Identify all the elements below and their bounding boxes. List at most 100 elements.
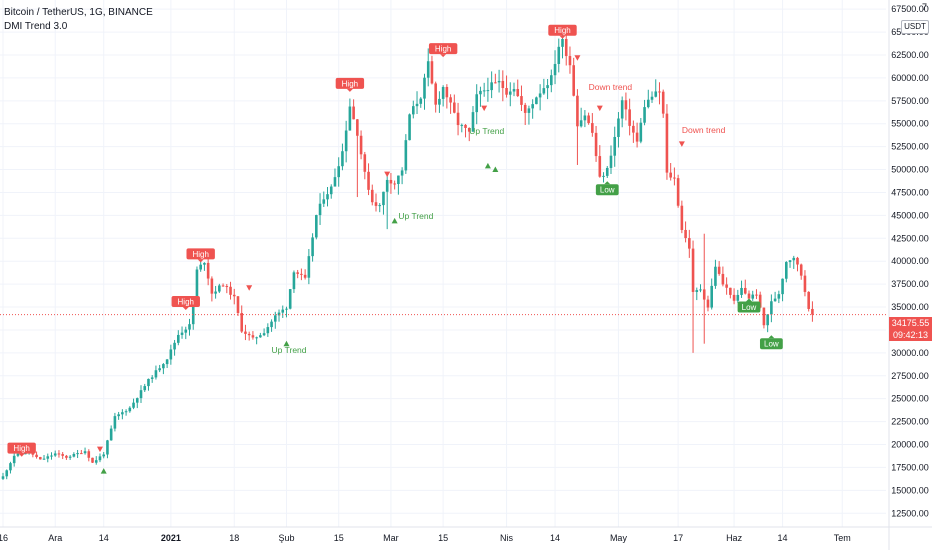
candle-down [240, 312, 244, 332]
candle-down [796, 257, 799, 265]
candle-up [609, 155, 613, 168]
candle-up [482, 90, 486, 92]
candle-up [72, 453, 76, 457]
candle-up [158, 368, 161, 371]
candle-up [199, 264, 202, 270]
candle-down [669, 172, 672, 178]
candle-up [542, 88, 546, 94]
candle-up [792, 257, 796, 261]
candle-up [273, 315, 277, 322]
buy-triangle-marker [100, 468, 107, 474]
candle-down [505, 88, 508, 95]
last-price-tag: 34175.55 09:42:13 [889, 317, 932, 341]
sell-triangle-marker [596, 105, 603, 112]
candle-up [426, 61, 430, 78]
high-label: High [554, 26, 570, 35]
candle-down [725, 284, 728, 288]
candle-up [68, 456, 72, 458]
corner-value: 7 [922, 2, 928, 12]
candle-down [65, 455, 68, 458]
high-label-pointer [346, 88, 353, 92]
candle-up [337, 166, 340, 178]
candle-up [497, 80, 501, 83]
candle-up [785, 262, 788, 279]
low-label: Low [742, 303, 757, 312]
candle-down [676, 178, 680, 206]
candle-up [128, 407, 132, 412]
candle-up [329, 186, 333, 195]
time-tick-label: 17 [673, 533, 683, 543]
time-axis[interactable]: 16 Ara 14 2021 18 Şub 15 Mar 15 Nis 14 May 17 Haz 14 Te… [0, 533, 851, 543]
candle-up [650, 96, 654, 100]
currency-button[interactable]: USDT [901, 20, 929, 34]
price-tick-label: 55000.00 [891, 119, 929, 129]
candle-down [564, 38, 568, 57]
sell-triangle-marker [384, 171, 391, 178]
candle-up [639, 122, 643, 142]
low-label-box [737, 301, 761, 313]
candle-up [695, 290, 699, 292]
time-tick-label: 2021 [161, 533, 181, 543]
down-trend-label: Down trend [682, 125, 726, 135]
price-tick-label: 42500.00 [891, 233, 929, 243]
candle-down [706, 299, 710, 308]
candle-down [229, 286, 232, 295]
candle-up [404, 140, 408, 171]
candle-up [5, 470, 9, 477]
candle-up [315, 215, 318, 238]
candle-down [464, 124, 467, 128]
high-label-box [7, 442, 36, 454]
candle-down [449, 97, 452, 103]
signal-annotations: High High High High High High Low Low Low Up Tren… [7, 24, 783, 474]
candle-up [255, 337, 258, 339]
buy-triangle-marker [391, 217, 398, 224]
symbol-title[interactable]: Bitcoin / TetherUS, 1G, BINANCE [4, 7, 153, 18]
candle-down [467, 127, 471, 132]
time-tick-label: Ara [48, 533, 62, 543]
high-label: High [178, 298, 194, 307]
buy-triangle-marker [492, 166, 499, 173]
candle-up [191, 297, 195, 325]
candle-up [438, 98, 441, 105]
indicator-title[interactable]: DMI Trend 3.0 [4, 21, 68, 32]
candle-up [736, 294, 740, 301]
high-label-pointer [197, 259, 204, 263]
candle-up [613, 136, 617, 156]
sell-triangle-marker [574, 55, 581, 61]
candle-up [139, 390, 143, 399]
candle-down [501, 80, 505, 89]
candle-down [389, 179, 393, 184]
candle-down [591, 123, 594, 133]
candle-up [583, 115, 587, 121]
high-label-box [548, 24, 577, 36]
up-trend-label: Up Trend [469, 126, 504, 136]
candle-down [393, 183, 396, 185]
candle-down [680, 205, 684, 230]
high-label: High [13, 444, 29, 453]
candle-up [620, 100, 624, 119]
candle-up [143, 386, 147, 391]
price-tick-label: 60000.00 [891, 73, 929, 83]
candle-up [344, 130, 348, 152]
candle-up [218, 285, 221, 292]
low-label: Low [764, 340, 779, 349]
low-label-pointer [768, 335, 775, 339]
candle-down [635, 132, 639, 142]
high-label-box [428, 43, 458, 55]
sell-triangle-marker [96, 446, 103, 453]
candle-down [516, 89, 520, 97]
price-tick-label: 62500.00 [891, 50, 929, 60]
candle-up [46, 456, 50, 459]
candle-up [773, 298, 777, 302]
candle-down [717, 266, 721, 274]
last-price-value: 34175.55 [891, 318, 930, 328]
high-label-box [171, 296, 200, 308]
candle-down [57, 453, 61, 455]
candle-up [285, 308, 288, 310]
candle-up [184, 329, 188, 333]
candle-down [755, 294, 758, 296]
candle-down [732, 294, 736, 301]
candle-up [106, 440, 109, 455]
price-axis[interactable]: 12500.00 15000.00 17500.00 20000.00 22500.00… [891, 4, 929, 518]
